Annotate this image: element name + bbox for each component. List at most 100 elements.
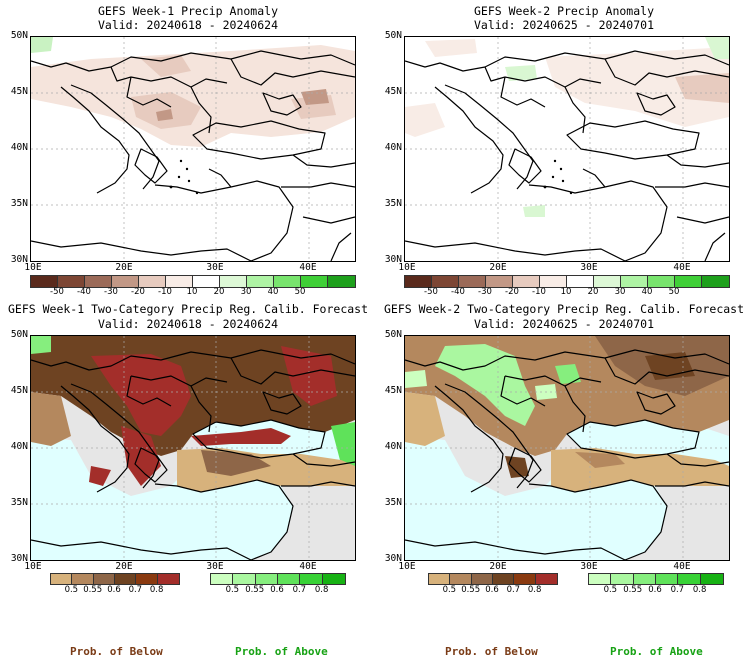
colorbar-swatch bbox=[211, 574, 234, 584]
panel-title: GEFS Week-1 Two-Category Precip Reg. Cal… bbox=[7, 302, 369, 316]
colorbar-label: 0.8 bbox=[314, 585, 329, 595]
colorbar-swatch bbox=[655, 574, 679, 584]
lon-label-10e: 10E bbox=[24, 262, 42, 273]
colorbar-label: 10 bbox=[186, 287, 198, 297]
lon-label-30e: 30E bbox=[580, 262, 598, 273]
colorbar-swatch bbox=[322, 574, 345, 584]
colorbar-swatch bbox=[58, 276, 85, 287]
colorbar-swatch bbox=[72, 574, 94, 584]
colorbar-swatch bbox=[220, 276, 247, 287]
lat-label-35n: 35N bbox=[10, 198, 28, 209]
above-colorbar bbox=[210, 573, 346, 585]
colorbar-swatch bbox=[678, 574, 701, 584]
colorbar-swatch bbox=[589, 574, 612, 584]
panel-title: GEFS Week-2 Precip Anomaly bbox=[473, 4, 654, 18]
colorbar-label: -40 bbox=[77, 287, 91, 297]
colorbar-swatch bbox=[459, 276, 486, 287]
lon-label-20e: 20E bbox=[489, 262, 507, 273]
colorbar-label: 50 bbox=[668, 287, 680, 297]
anomaly-colorbar bbox=[404, 275, 730, 288]
panel-valid-dates: Valid: 20240625 - 20240701 bbox=[473, 317, 654, 331]
colorbar-label: 20 bbox=[213, 287, 225, 297]
colorbar-swatch bbox=[594, 276, 621, 287]
lat-label-35n: 35N bbox=[384, 198, 402, 209]
colorbar-label: -20 bbox=[505, 287, 519, 297]
lat-label-40n: 40N bbox=[384, 441, 402, 452]
lat-label-50n: 50N bbox=[10, 329, 28, 340]
colorbar-swatch bbox=[513, 276, 540, 287]
colorbar-swatch bbox=[139, 276, 166, 287]
colorbar-label: 0.5 bbox=[603, 585, 618, 595]
colorbar-label: 0.8 bbox=[692, 585, 707, 595]
lon-label-20e: 20E bbox=[489, 561, 507, 572]
map-week1-probability bbox=[30, 335, 356, 561]
colorbar-swatch bbox=[93, 574, 115, 584]
lon-label-40e: 40E bbox=[673, 262, 691, 273]
colorbar-swatch bbox=[247, 276, 274, 287]
lat-label-40n: 40N bbox=[10, 142, 28, 153]
lat-label-30n: 30N bbox=[384, 254, 402, 265]
below-colorbar bbox=[428, 573, 558, 585]
anomaly-colorbar bbox=[30, 275, 356, 288]
above-colorbar bbox=[588, 573, 724, 585]
below-colorbar bbox=[50, 573, 180, 585]
colorbar-label: 20 bbox=[587, 287, 599, 297]
panel-valid-dates: Valid: 20240618 - 20240624 bbox=[97, 317, 278, 331]
panel-week2-probability: GEFS Week-2 Two-Category Precip Reg. Cal… bbox=[376, 300, 752, 600]
colorbar-label: 40 bbox=[641, 287, 653, 297]
colorbar-swatch bbox=[450, 574, 472, 584]
lat-label-50n: 50N bbox=[384, 329, 402, 340]
colorbar-label: -40 bbox=[451, 287, 465, 297]
colorbar-label: -50 bbox=[50, 287, 64, 297]
colorbar-label: 0.6 bbox=[485, 585, 499, 595]
colorbar-swatch bbox=[112, 276, 139, 287]
map-week2-probability bbox=[404, 335, 730, 561]
lon-label-30e: 30E bbox=[580, 561, 598, 572]
colorbar-label: -10 bbox=[158, 287, 172, 297]
lat-label-45n: 45N bbox=[10, 385, 28, 396]
colorbar-swatch bbox=[432, 276, 459, 287]
map-week2-anomaly bbox=[404, 36, 730, 262]
colorbar-label: 0.6 bbox=[648, 585, 662, 595]
colorbar-label: 0.55 bbox=[623, 585, 643, 595]
panel-valid-dates: Valid: 20240618 - 20240624 bbox=[97, 18, 278, 32]
lon-label-40e: 40E bbox=[299, 561, 317, 572]
colorbar-label: 0.7 bbox=[128, 585, 143, 595]
panel-week1-anomaly: GEFS Week-1 Precip Anomaly Valid: 202406… bbox=[0, 0, 376, 300]
colorbar-swatch bbox=[157, 574, 179, 584]
colorbar-swatch bbox=[611, 574, 634, 584]
colorbar-label: 0.55 bbox=[83, 585, 103, 595]
colorbar-label: 0.5 bbox=[442, 585, 457, 595]
colorbar-swatch bbox=[648, 276, 675, 287]
colorbar-swatch bbox=[567, 276, 594, 287]
colorbar-swatch bbox=[274, 276, 301, 287]
lat-label-35n: 35N bbox=[384, 497, 402, 508]
colorbar-label: -50 bbox=[424, 287, 438, 297]
colorbar-label: -30 bbox=[104, 287, 118, 297]
colorbar-label: 10 bbox=[560, 287, 572, 297]
lon-label-20e: 20E bbox=[115, 262, 133, 273]
colorbar-label: -30 bbox=[478, 287, 492, 297]
colorbar-swatch bbox=[301, 276, 328, 287]
lon-label-20e: 20E bbox=[115, 561, 133, 572]
colorbar-swatch bbox=[300, 574, 323, 584]
colorbar-swatch bbox=[233, 574, 256, 584]
colorbar-label: 0.8 bbox=[149, 585, 164, 595]
colorbar-swatch bbox=[51, 574, 73, 584]
lon-label-10e: 10E bbox=[398, 561, 416, 572]
lon-label-10e: 10E bbox=[24, 561, 42, 572]
colorbar-label: 0.7 bbox=[292, 585, 307, 595]
lat-label-40n: 40N bbox=[384, 142, 402, 153]
footer-prob-above-left: Prob. of Above bbox=[235, 645, 328, 658]
colorbar-label: 30 bbox=[614, 287, 626, 297]
colorbar-label: 30 bbox=[240, 287, 252, 297]
colorbar-swatch bbox=[700, 574, 723, 584]
colorbar-label: 0.7 bbox=[670, 585, 685, 595]
colorbar-swatch bbox=[328, 276, 355, 287]
colorbar-swatch bbox=[621, 276, 648, 287]
colorbar-label: 0.55 bbox=[461, 585, 481, 595]
colorbar-swatch bbox=[255, 574, 278, 584]
colorbar-swatch bbox=[429, 574, 451, 584]
colorbar-swatch bbox=[675, 276, 702, 287]
colorbar-swatch bbox=[486, 276, 513, 287]
